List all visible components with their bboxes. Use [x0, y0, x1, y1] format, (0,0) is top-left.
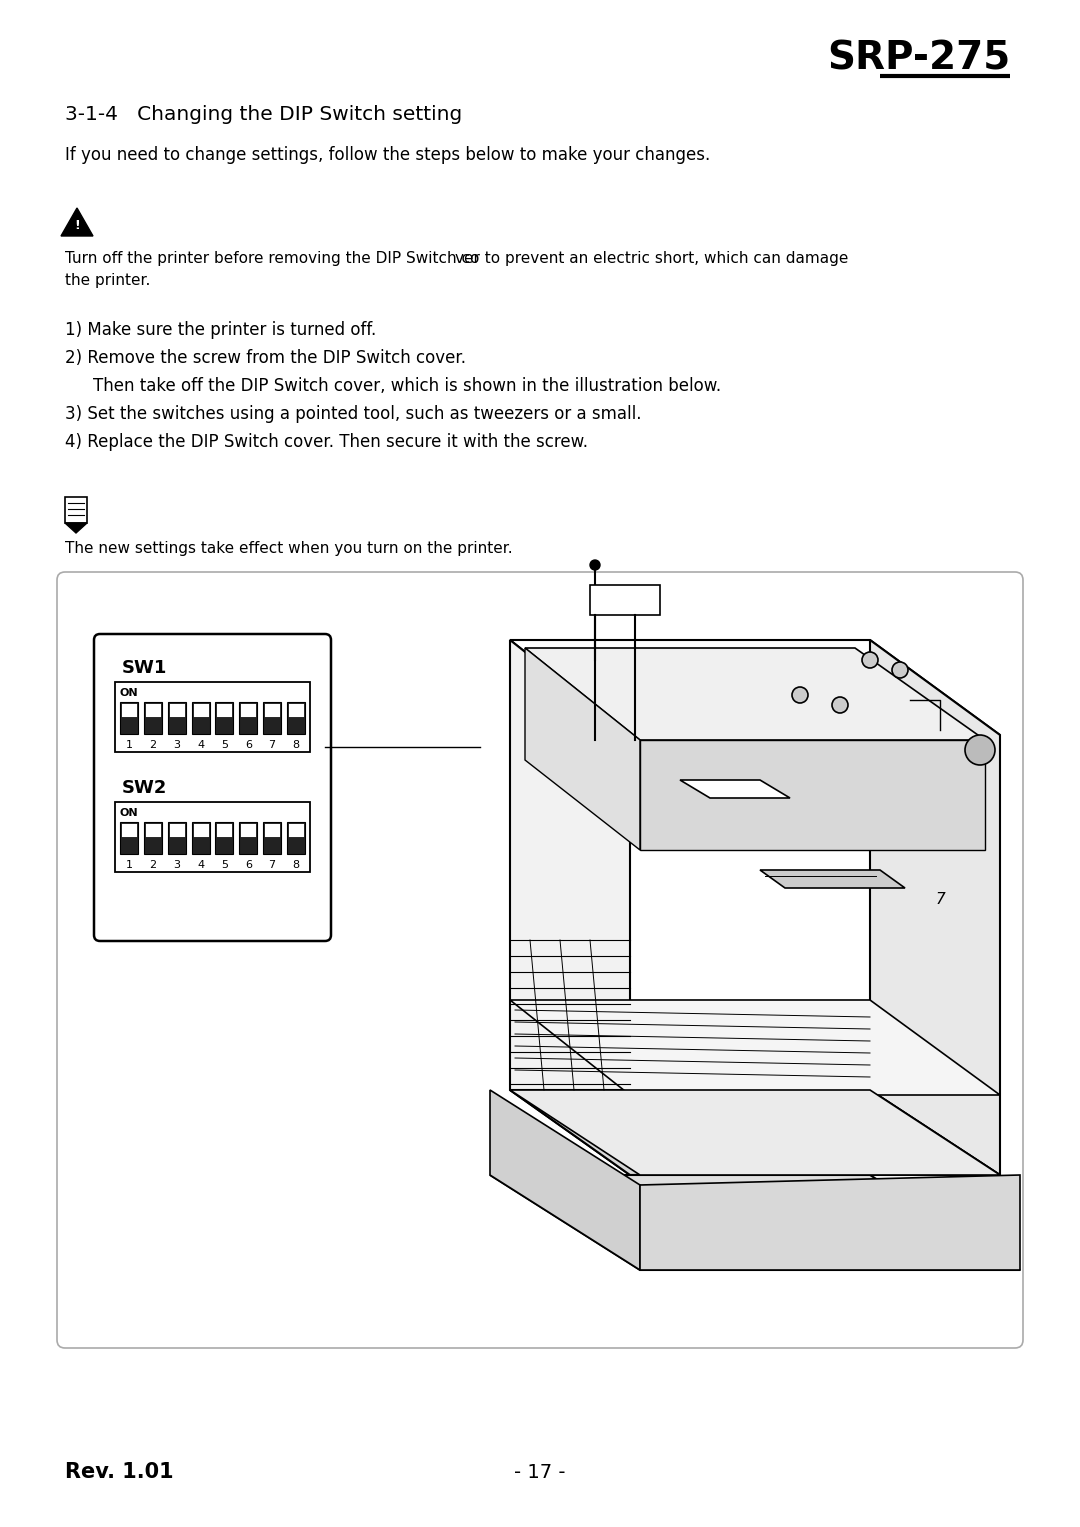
Bar — [215, 822, 233, 854]
Bar — [120, 822, 138, 854]
Circle shape — [892, 663, 908, 678]
Polygon shape — [640, 1174, 1020, 1270]
Text: 4: 4 — [197, 860, 204, 870]
Polygon shape — [510, 640, 1000, 734]
Circle shape — [792, 687, 808, 702]
Bar — [264, 822, 281, 854]
Bar — [121, 702, 137, 718]
Text: SRP-275: SRP-275 — [827, 40, 1010, 76]
FancyBboxPatch shape — [94, 634, 330, 941]
Bar — [240, 702, 257, 734]
Bar — [144, 702, 162, 734]
Text: 1) Make sure the printer is turned off.: 1) Make sure the printer is turned off. — [65, 321, 376, 339]
Bar — [167, 822, 186, 854]
Bar — [192, 702, 208, 718]
Bar — [288, 702, 303, 718]
Bar — [215, 702, 233, 734]
Bar — [240, 823, 256, 837]
Bar — [288, 823, 303, 837]
Text: !: ! — [75, 218, 80, 232]
Text: 2: 2 — [149, 741, 157, 750]
Text: ON: ON — [120, 808, 138, 818]
Text: 7: 7 — [935, 892, 945, 907]
Bar — [192, 823, 208, 837]
Bar — [265, 702, 280, 718]
Bar — [240, 822, 257, 854]
Text: 3: 3 — [173, 741, 180, 750]
Bar — [114, 683, 310, 751]
Circle shape — [862, 652, 878, 667]
Polygon shape — [510, 640, 630, 1174]
Polygon shape — [870, 640, 1000, 1174]
Polygon shape — [510, 1090, 1000, 1174]
Text: 5: 5 — [221, 741, 228, 750]
Bar — [167, 702, 186, 734]
Text: 8: 8 — [293, 741, 299, 750]
Text: Then take off the DIP Switch cover, which is shown in the illustration below.: Then take off the DIP Switch cover, whic… — [93, 377, 721, 395]
Polygon shape — [60, 208, 93, 237]
Text: 7: 7 — [269, 741, 275, 750]
Bar — [265, 823, 280, 837]
Bar — [145, 823, 161, 837]
Text: 3) Set the switches using a pointed tool, such as tweezers or a small.: 3) Set the switches using a pointed tool… — [65, 405, 642, 423]
Polygon shape — [525, 647, 640, 851]
Text: 7: 7 — [269, 860, 275, 870]
Polygon shape — [680, 780, 789, 799]
Bar — [145, 702, 161, 718]
Text: ON: ON — [120, 689, 138, 698]
Bar — [144, 822, 162, 854]
Circle shape — [966, 734, 995, 765]
Text: ver to prevent an electric short, which can damage: ver to prevent an electric short, which … — [455, 250, 849, 266]
Text: 6: 6 — [245, 860, 252, 870]
Text: SW1: SW1 — [122, 660, 167, 676]
Circle shape — [832, 696, 848, 713]
Polygon shape — [525, 647, 985, 741]
Circle shape — [590, 560, 600, 570]
Polygon shape — [640, 741, 985, 851]
Bar — [168, 702, 185, 718]
Bar — [191, 702, 210, 734]
Text: 6: 6 — [245, 741, 252, 750]
Polygon shape — [760, 870, 905, 889]
Text: 2) Remove the screw from the DIP Switch cover.: 2) Remove the screw from the DIP Switch … — [65, 350, 465, 366]
Text: 4) Replace the DIP Switch cover. Then secure it with the screw.: 4) Replace the DIP Switch cover. Then se… — [65, 434, 588, 450]
Polygon shape — [490, 1174, 1020, 1270]
Polygon shape — [510, 1000, 1000, 1095]
Bar — [168, 823, 185, 837]
Bar — [120, 702, 138, 734]
Text: Rev. 1.01: Rev. 1.01 — [65, 1461, 174, 1483]
Bar — [121, 823, 137, 837]
Polygon shape — [65, 524, 87, 533]
Text: 8: 8 — [293, 860, 299, 870]
Text: 1: 1 — [125, 860, 133, 870]
Bar — [264, 702, 281, 734]
Text: - 17 -: - 17 - — [514, 1463, 566, 1481]
Bar — [114, 802, 310, 872]
Bar — [287, 702, 305, 734]
FancyBboxPatch shape — [57, 573, 1023, 1348]
Text: 4: 4 — [197, 741, 204, 750]
Bar — [65, 496, 87, 524]
Text: 3-1-4   Changing the DIP Switch setting: 3-1-4 Changing the DIP Switch setting — [65, 105, 462, 125]
Text: 3: 3 — [173, 860, 180, 870]
Bar — [216, 702, 232, 718]
Text: Turn off the printer before removing the DIP Switch co: Turn off the printer before removing the… — [65, 250, 480, 266]
Text: The new settings take effect when you turn on the printer.: The new settings take effect when you tu… — [65, 541, 513, 556]
Bar — [240, 702, 256, 718]
Bar — [191, 822, 210, 854]
Bar — [287, 822, 305, 854]
Text: 5: 5 — [221, 860, 228, 870]
Polygon shape — [490, 1090, 640, 1270]
Text: 2: 2 — [149, 860, 157, 870]
Bar — [216, 823, 232, 837]
Polygon shape — [590, 585, 660, 615]
Text: If you need to change settings, follow the steps below to make your changes.: If you need to change settings, follow t… — [65, 147, 711, 163]
Text: SW2: SW2 — [122, 779, 167, 797]
Text: the printer.: the printer. — [65, 272, 150, 287]
Text: 1: 1 — [125, 741, 133, 750]
Polygon shape — [510, 1090, 1000, 1174]
